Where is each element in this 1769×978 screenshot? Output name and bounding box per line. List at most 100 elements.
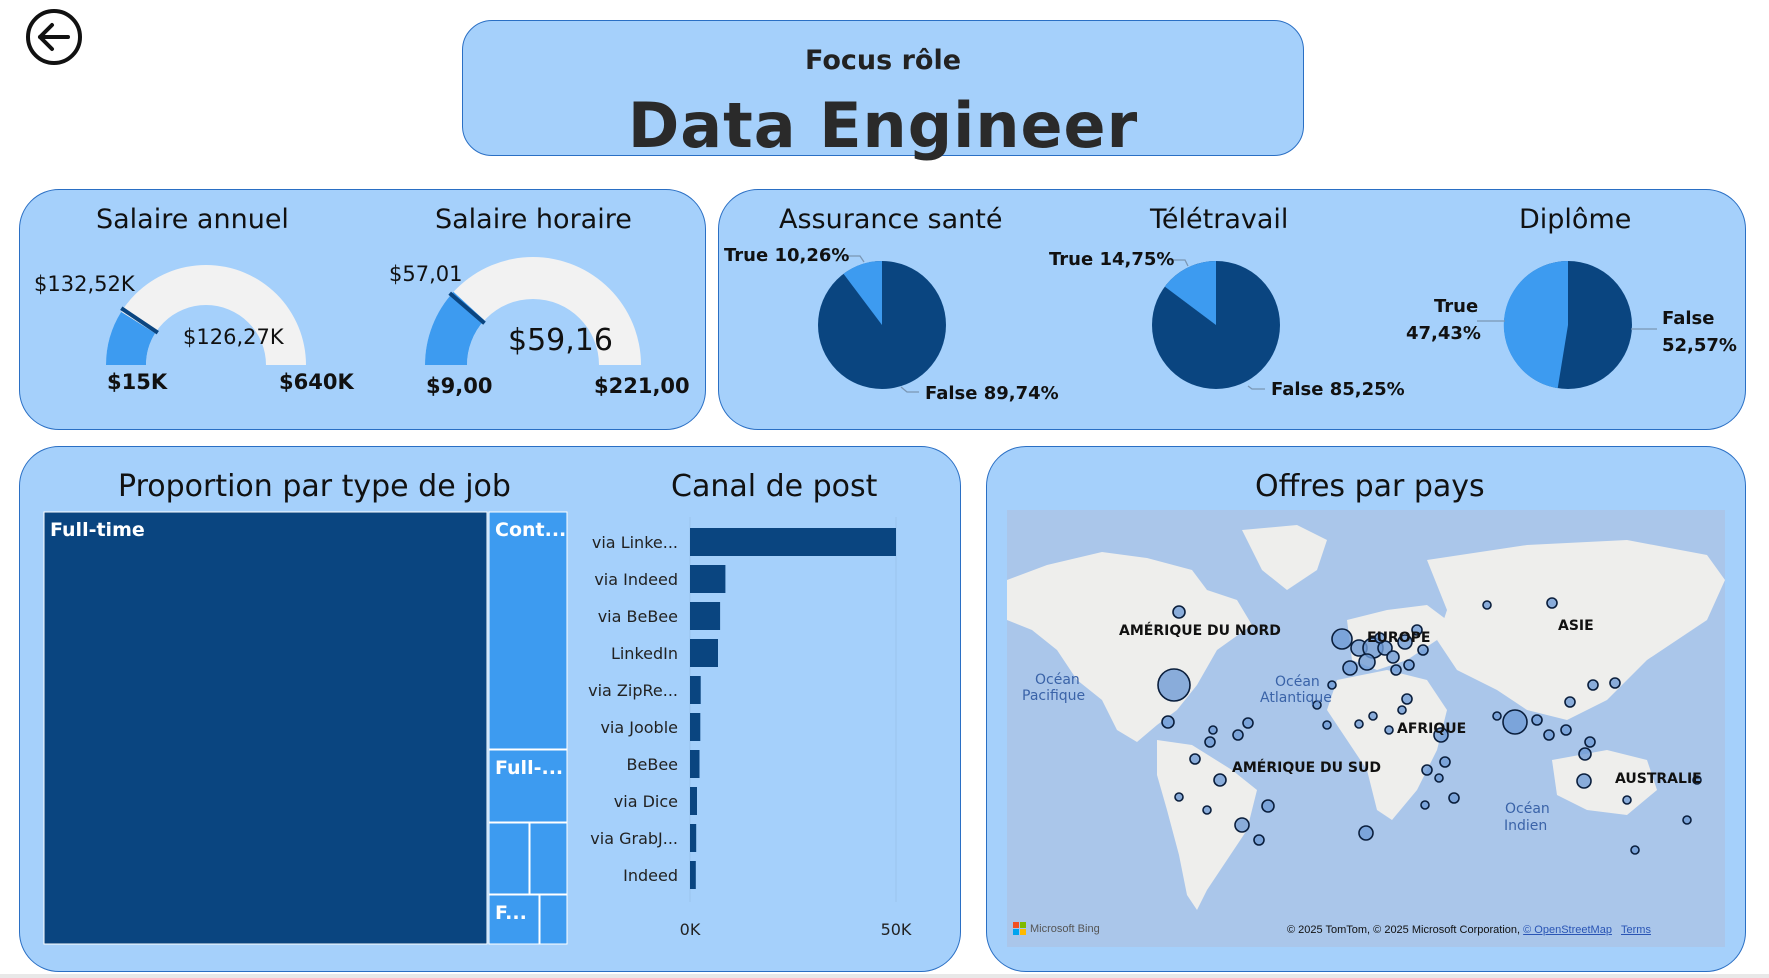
map-bubble[interactable] xyxy=(1587,679,1599,691)
map-label-indian-2: Indien xyxy=(1504,818,1548,834)
canal-bar[interactable] xyxy=(690,602,721,630)
map-bubble[interactable] xyxy=(1411,624,1423,636)
map-bubble[interactable] xyxy=(1403,659,1415,671)
canal-bar[interactable] xyxy=(690,824,697,852)
canal-bar[interactable] xyxy=(690,528,896,556)
salary-hourly-min-label: $9,00 xyxy=(426,374,493,398)
map-bubble[interactable] xyxy=(1584,736,1596,748)
map-bubble[interactable] xyxy=(1492,711,1502,721)
map-bubble[interactable] xyxy=(1448,792,1460,804)
canal-category-label: BeBee xyxy=(627,755,678,774)
map-bubble[interactable] xyxy=(1682,815,1692,825)
canal-category-label: via BeBee xyxy=(598,607,678,626)
treemap-tile-contract[interactable] xyxy=(488,511,568,750)
map-bubble[interactable] xyxy=(1386,650,1400,664)
map-bubble[interactable] xyxy=(1434,773,1444,783)
map-bubble[interactable] xyxy=(1368,711,1378,721)
map-bubble[interactable] xyxy=(1390,664,1402,676)
map-bubble[interactable] xyxy=(1397,634,1413,650)
map-bubble[interactable] xyxy=(1421,764,1433,776)
role-title: Data Engineer xyxy=(627,89,1139,162)
canal-category-label: via Jooble xyxy=(600,718,678,737)
canal-bar[interactable] xyxy=(690,713,701,741)
map-bubble[interactable] xyxy=(1578,747,1592,761)
canal-category-label: via Indeed xyxy=(594,570,678,589)
footer-divider xyxy=(0,974,1769,978)
map-bubble[interactable] xyxy=(1331,628,1353,650)
treemap-tile-small-1[interactable] xyxy=(488,822,530,895)
canal-bar[interactable] xyxy=(690,676,701,704)
telework-true-label: True 14,75% xyxy=(1049,249,1175,270)
telework-title: Télétravail xyxy=(1150,204,1289,235)
map-bubble[interactable] xyxy=(1692,775,1702,785)
map-bubble[interactable] xyxy=(1261,799,1275,813)
map-bubble[interactable] xyxy=(1189,753,1201,765)
map-bubble[interactable] xyxy=(1161,715,1175,729)
map-bubble[interactable] xyxy=(1546,597,1558,609)
map-bubble[interactable] xyxy=(1433,727,1449,743)
map-bubble[interactable] xyxy=(1377,640,1393,656)
map-bubble[interactable] xyxy=(1609,677,1621,689)
map-bubble[interactable] xyxy=(1482,600,1492,610)
focus-label: Focus rôle xyxy=(804,45,962,76)
map-bubble[interactable] xyxy=(1531,714,1543,726)
map-bubble[interactable] xyxy=(1401,693,1413,705)
map-bubble[interactable] xyxy=(1358,825,1374,841)
map-bubble[interactable] xyxy=(1213,773,1227,787)
africa-shape xyxy=(1327,670,1447,820)
treemap-tile-f[interactable] xyxy=(488,894,540,945)
map-bubble[interactable] xyxy=(1202,805,1212,815)
diploma-title: Diplôme xyxy=(1519,204,1632,235)
health-pie-true-slice xyxy=(843,260,882,325)
canal-bar[interactable] xyxy=(690,750,700,778)
map-bubble[interactable] xyxy=(1374,632,1386,644)
treemap-tile-small-3[interactable] xyxy=(539,894,568,945)
map-bubble[interactable] xyxy=(1358,653,1376,671)
map-bubble[interactable] xyxy=(1439,756,1451,768)
map-bubble[interactable] xyxy=(1232,729,1244,741)
map-bubble[interactable] xyxy=(1417,644,1429,656)
treemap-tile-full-time[interactable] xyxy=(43,511,488,945)
map-bubble[interactable] xyxy=(1560,724,1572,736)
diploma-true-pct: 47,43% xyxy=(1406,323,1481,344)
treemap-tile-small-2[interactable] xyxy=(529,822,568,895)
terms-link[interactable]: Terms xyxy=(1621,924,1651,936)
map-bubble[interactable] xyxy=(1622,795,1632,805)
map-bubble[interactable] xyxy=(1208,725,1218,735)
map-bubble[interactable] xyxy=(1242,717,1254,729)
map-bubble[interactable] xyxy=(1630,845,1640,855)
canal-bar[interactable] xyxy=(690,787,697,815)
map-bubble[interactable] xyxy=(1564,696,1576,708)
map-bubble[interactable] xyxy=(1354,719,1364,729)
salary-annual-title: Salaire annuel xyxy=(96,204,289,235)
map-bubble[interactable] xyxy=(1327,680,1337,690)
openstreetmap-link[interactable]: © OpenStreetMap xyxy=(1523,924,1612,936)
map-bubble[interactable] xyxy=(1253,834,1265,846)
map-bubble[interactable] xyxy=(1312,700,1322,710)
map-bubble[interactable] xyxy=(1384,725,1394,735)
telework-pie-true-leader xyxy=(1167,259,1189,267)
world-map[interactable]: AMÉRIQUE DU NORD EUROPE ASIE AFRIQUE AMÉ… xyxy=(1007,510,1725,947)
map-bubble[interactable] xyxy=(1322,720,1332,730)
treemap-tile-full-part[interactable] xyxy=(488,749,568,823)
telework-false-label: False 85,25% xyxy=(1271,379,1405,400)
map-bubble[interactable] xyxy=(1172,605,1186,619)
salary-annual-min-label: $15K xyxy=(107,370,168,394)
treemap-svg xyxy=(43,511,568,945)
back-button[interactable] xyxy=(26,9,82,65)
map-bubble[interactable] xyxy=(1204,736,1216,748)
map-bubble[interactable] xyxy=(1543,729,1555,741)
canal-tick-label: 50K xyxy=(881,920,912,939)
map-bubble[interactable] xyxy=(1502,709,1528,735)
map-bubble[interactable] xyxy=(1420,800,1430,810)
canal-bar[interactable] xyxy=(690,565,726,593)
map-bubble[interactable] xyxy=(1157,668,1191,702)
map-bubble[interactable] xyxy=(1174,792,1184,802)
map-bubble[interactable] xyxy=(1397,705,1407,715)
canal-bar[interactable] xyxy=(690,639,718,667)
map-bubble[interactable] xyxy=(1342,660,1358,676)
canal-bar[interactable] xyxy=(690,861,696,889)
map-bubble[interactable] xyxy=(1234,817,1250,833)
map-bubble[interactable] xyxy=(1576,773,1592,789)
salary-annual-target-label: $132,52K xyxy=(34,272,135,296)
